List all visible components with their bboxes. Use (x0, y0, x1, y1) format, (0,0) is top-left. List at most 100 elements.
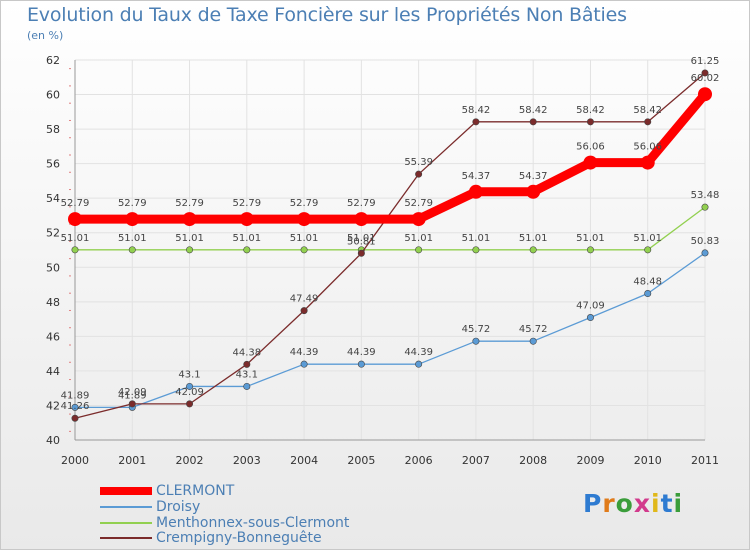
proxiti-logo: Proxiti (583, 489, 683, 518)
data-point (354, 212, 369, 227)
y-tick-label: 54 (46, 192, 60, 205)
series-line-2 (75, 206, 706, 251)
data-point (71, 414, 79, 422)
y-tick-label: 58 (46, 123, 60, 136)
data-point (529, 246, 537, 254)
data-point (415, 170, 423, 178)
series-line-1 (75, 252, 706, 409)
logo-letter: i (673, 489, 684, 518)
data-label: 51.01 (290, 233, 319, 244)
data-label: 51.01 (347, 233, 376, 244)
y-tick-label: 48 (46, 296, 60, 309)
y-tick-label: 56 (46, 158, 60, 171)
data-point (586, 118, 594, 126)
logo-letter: x (633, 489, 651, 518)
data-point (239, 212, 254, 227)
data-label: 54.37 (519, 171, 548, 182)
y-tick-label: 42 (46, 399, 60, 412)
data-label: 43.1 (236, 369, 258, 380)
series-line-0 (75, 91, 709, 224)
data-point (472, 337, 480, 345)
data-point (300, 307, 308, 315)
series-lines (68, 69, 712, 422)
data-point (472, 246, 480, 254)
data-label: 58.42 (519, 105, 548, 116)
y-tick-label: 60 (46, 89, 60, 102)
data-label: 58.42 (576, 105, 605, 116)
axes: 40 42 44 46 48 50 52 54 56 58 60 62 2000 2001 2002 2003… (46, 54, 719, 467)
data-point (586, 314, 594, 322)
chart-title: Evolution du Taux de Taxe Foncière sur l… (27, 4, 627, 26)
data-labels: 51.01 51.01 51.01 51.01 51.01 51.01 51.01 51.01… (61, 56, 720, 412)
x-tick-label: 2011 (691, 454, 719, 467)
logo-letter: r (602, 489, 616, 518)
data-label: 47.49 (290, 294, 319, 305)
legend-label-droisy: Droisy (156, 499, 201, 515)
data-point (701, 203, 709, 211)
y-axis-unit-label: (en %) (27, 29, 64, 42)
legend-label-crempigny: Crempigny-Bonneguête (156, 530, 322, 546)
data-point (415, 360, 423, 368)
data-point (357, 249, 365, 257)
data-label: 51.01 (232, 233, 261, 244)
logo-letter: P (583, 489, 603, 518)
data-label: 45.72 (462, 324, 491, 335)
data-label: 58.42 (462, 105, 491, 116)
series-line-3 (74, 72, 706, 419)
data-point (186, 246, 194, 254)
data-label: 50.81 (347, 236, 376, 247)
legend-label-menthonnex: Menthonnex-sous-Clermont (156, 515, 350, 531)
data-label: 48.48 (633, 277, 662, 288)
data-label: 54.37 (462, 171, 491, 182)
x-tick-label: 2009 (576, 454, 604, 467)
data-point (297, 212, 312, 227)
x-tick-label: 2003 (233, 454, 261, 467)
data-point (182, 212, 197, 227)
data-label: 56.06 (633, 142, 662, 153)
data-label: 47.09 (576, 301, 605, 312)
x-tick-label: 2010 (634, 454, 662, 467)
data-point (586, 246, 594, 254)
data-label: 53.48 (691, 190, 720, 201)
data-label: 52.79 (404, 198, 433, 209)
data-point (300, 246, 308, 254)
data-point (128, 246, 136, 254)
y-tick-label: 62 (46, 54, 60, 67)
data-point (125, 212, 140, 227)
x-tick-label: 2005 (347, 454, 375, 467)
legend-label-clermont: CLERMONT (156, 483, 235, 499)
data-label: 51.01 (404, 233, 433, 244)
data-label: 42.09 (118, 387, 147, 398)
y-tick-label: 46 (46, 330, 60, 343)
data-label: 45.72 (519, 324, 548, 335)
data-point (186, 400, 194, 408)
data-label: 41.89 (118, 390, 147, 401)
data-label: 51.01 (576, 233, 605, 244)
data-point (415, 246, 423, 254)
logo-letter: i (651, 489, 661, 518)
data-point (243, 382, 251, 390)
data-point (128, 400, 136, 408)
data-label: 52.79 (232, 198, 261, 209)
data-label: 52.79 (347, 198, 376, 209)
data-label: 51.01 (175, 233, 204, 244)
data-label: 42.09 (175, 387, 204, 398)
data-label: 60.02 (691, 73, 720, 84)
data-point (701, 249, 709, 257)
data-point (644, 118, 652, 126)
data-label: 50.83 (691, 236, 720, 247)
data-point (300, 360, 308, 368)
data-label: 51.01 (462, 233, 491, 244)
data-point (68, 212, 82, 227)
data-label: 44.39 (347, 347, 376, 358)
data-label: 52.79 (290, 198, 319, 209)
x-tick-label: 2008 (519, 454, 547, 467)
y-tick-label: 44 (46, 365, 60, 378)
data-label: 51.01 (519, 233, 548, 244)
x-tick-label: 2000 (61, 454, 89, 467)
data-label: 51.01 (633, 233, 662, 244)
y-tick-label: 50 (46, 261, 60, 274)
x-tick-label: 2002 (176, 454, 204, 467)
data-point (698, 87, 712, 102)
